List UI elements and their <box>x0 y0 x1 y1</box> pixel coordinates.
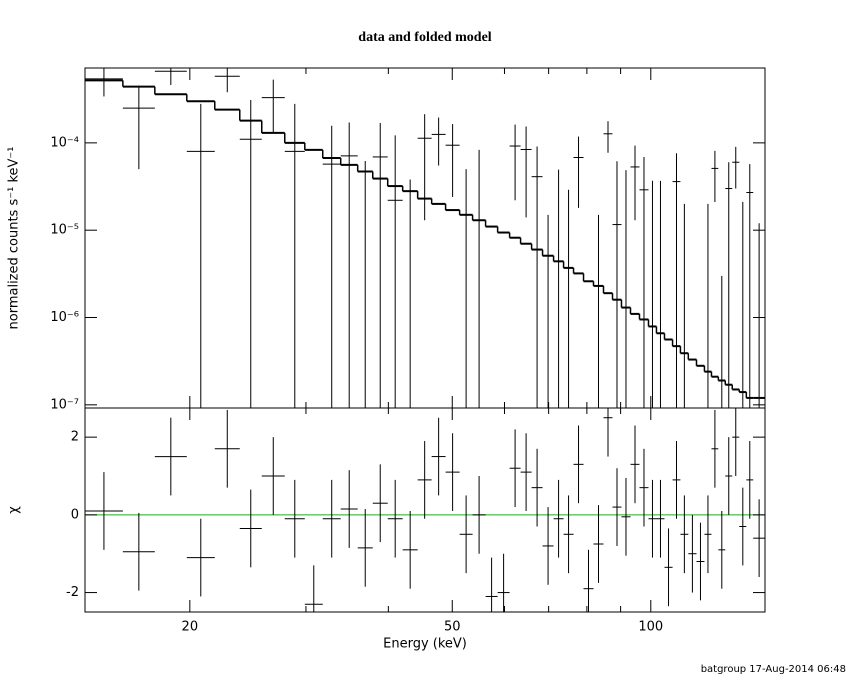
y-tick-label: 10⁻⁴ <box>50 135 79 150</box>
y-axis-label: normalized counts s⁻¹ keV⁻¹ <box>7 147 22 330</box>
y-tick-label: -2 <box>66 585 79 600</box>
y-tick-label: 0 <box>71 507 79 522</box>
y-tick-label: 10⁻⁶ <box>50 310 79 325</box>
footer: batgroup 17-Aug-2014 06:48 <box>701 664 846 675</box>
plot-area <box>85 408 765 612</box>
y-tick-label: 2 <box>71 430 79 445</box>
x-axis-label: Energy (keV) <box>383 637 467 652</box>
y-axis-label: χ <box>7 506 22 514</box>
y-tick-label: 10⁻⁵ <box>50 223 79 238</box>
frame <box>84 407 766 613</box>
plot-area <box>85 68 765 408</box>
x-tick-label: 100 <box>638 620 663 635</box>
x-tick-label: 20 <box>182 620 199 635</box>
chart-title: data and folded model <box>358 30 492 45</box>
y-tick-label: 10⁻⁷ <box>50 397 79 412</box>
x-tick-label: 50 <box>444 620 461 635</box>
